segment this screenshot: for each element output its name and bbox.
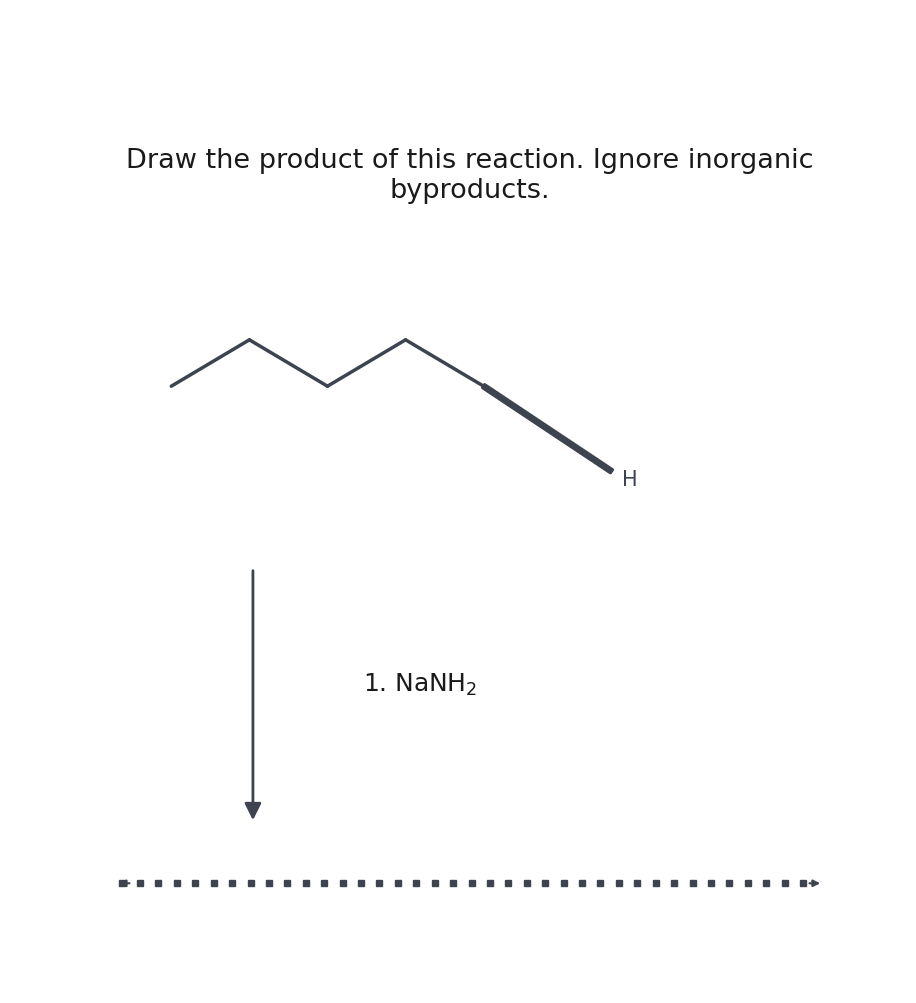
Text: byproducts.: byproducts. xyxy=(389,179,550,205)
Text: H: H xyxy=(622,469,638,489)
Text: Draw the product of this reaction. Ignore inorganic: Draw the product of this reaction. Ignor… xyxy=(125,147,813,174)
Text: 1. NaNH$_2$: 1. NaNH$_2$ xyxy=(363,671,477,697)
